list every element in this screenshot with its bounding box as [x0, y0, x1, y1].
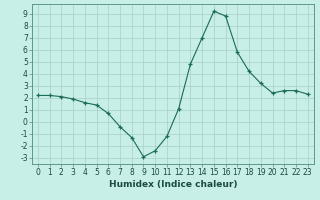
X-axis label: Humidex (Indice chaleur): Humidex (Indice chaleur) [108, 180, 237, 189]
